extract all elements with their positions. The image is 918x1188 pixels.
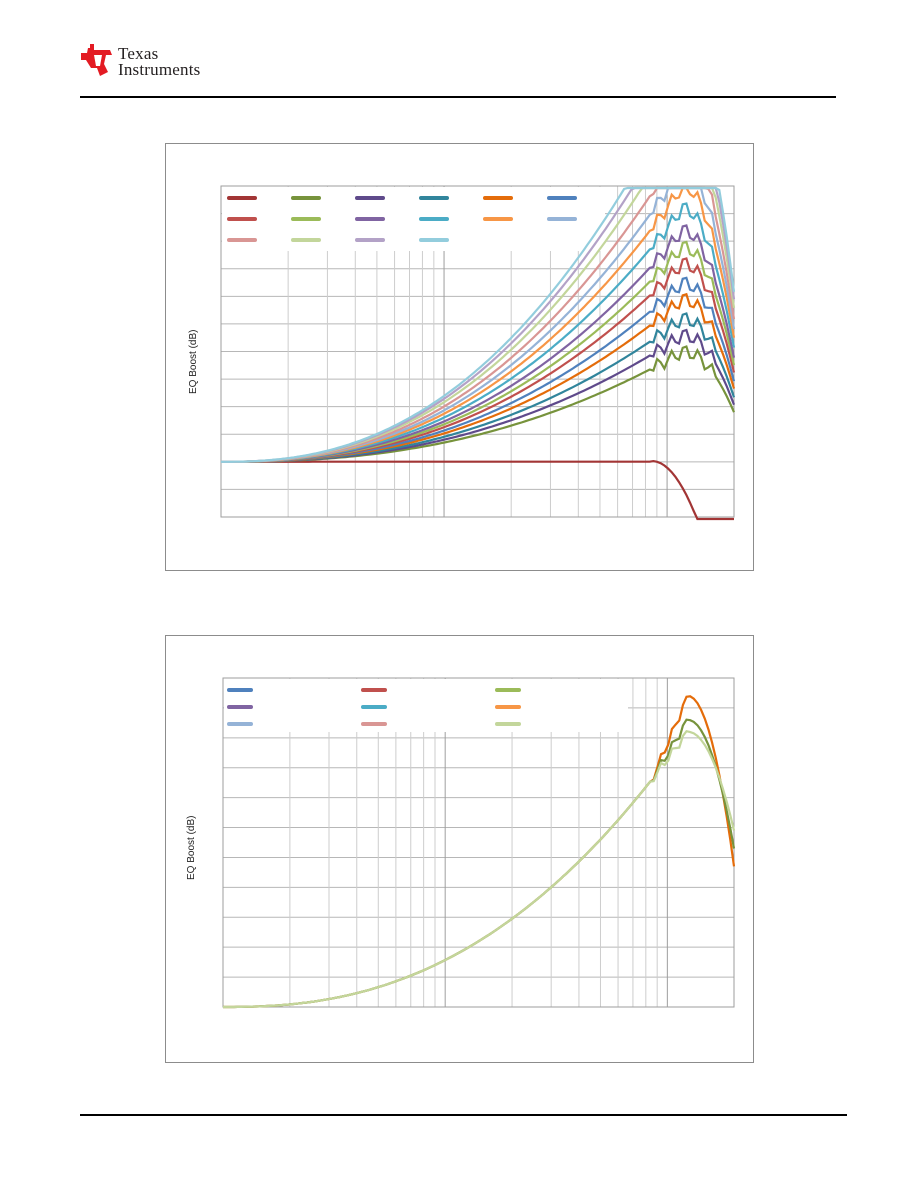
logo-wordmark-line1: Texas	[118, 44, 159, 63]
chart-2-series	[223, 695, 736, 1009]
chart-2-legend	[224, 679, 628, 732]
series-line	[221, 186, 736, 463]
chart-panel-2: EQ Boost (dB)	[165, 635, 754, 1063]
chart-1-svg	[220, 185, 736, 521]
series-line	[223, 729, 736, 1009]
legend-box	[224, 679, 628, 732]
logo-wordmark-line2: Instruments	[118, 60, 201, 79]
ti-logo-icon	[81, 44, 112, 76]
chart-panel-1: EQ Boost (dB)	[165, 143, 754, 571]
chart-2-y-axis-label: EQ Boost (dB)	[186, 815, 197, 880]
chart-2-svg	[222, 677, 736, 1009]
ti-logo: Texas Instruments	[80, 42, 240, 82]
legend-box-edge	[605, 187, 606, 211]
series-line	[221, 459, 734, 521]
header-rule	[80, 96, 836, 98]
chart-1-y-axis-label: EQ Boost (dB)	[188, 329, 199, 394]
footer-rule	[80, 1114, 847, 1116]
chart-1-series	[221, 186, 736, 521]
legend-box	[222, 187, 605, 251]
plot-area	[220, 185, 735, 518]
chart-1-legend	[222, 187, 606, 251]
chart-2-grid	[222, 677, 735, 1008]
